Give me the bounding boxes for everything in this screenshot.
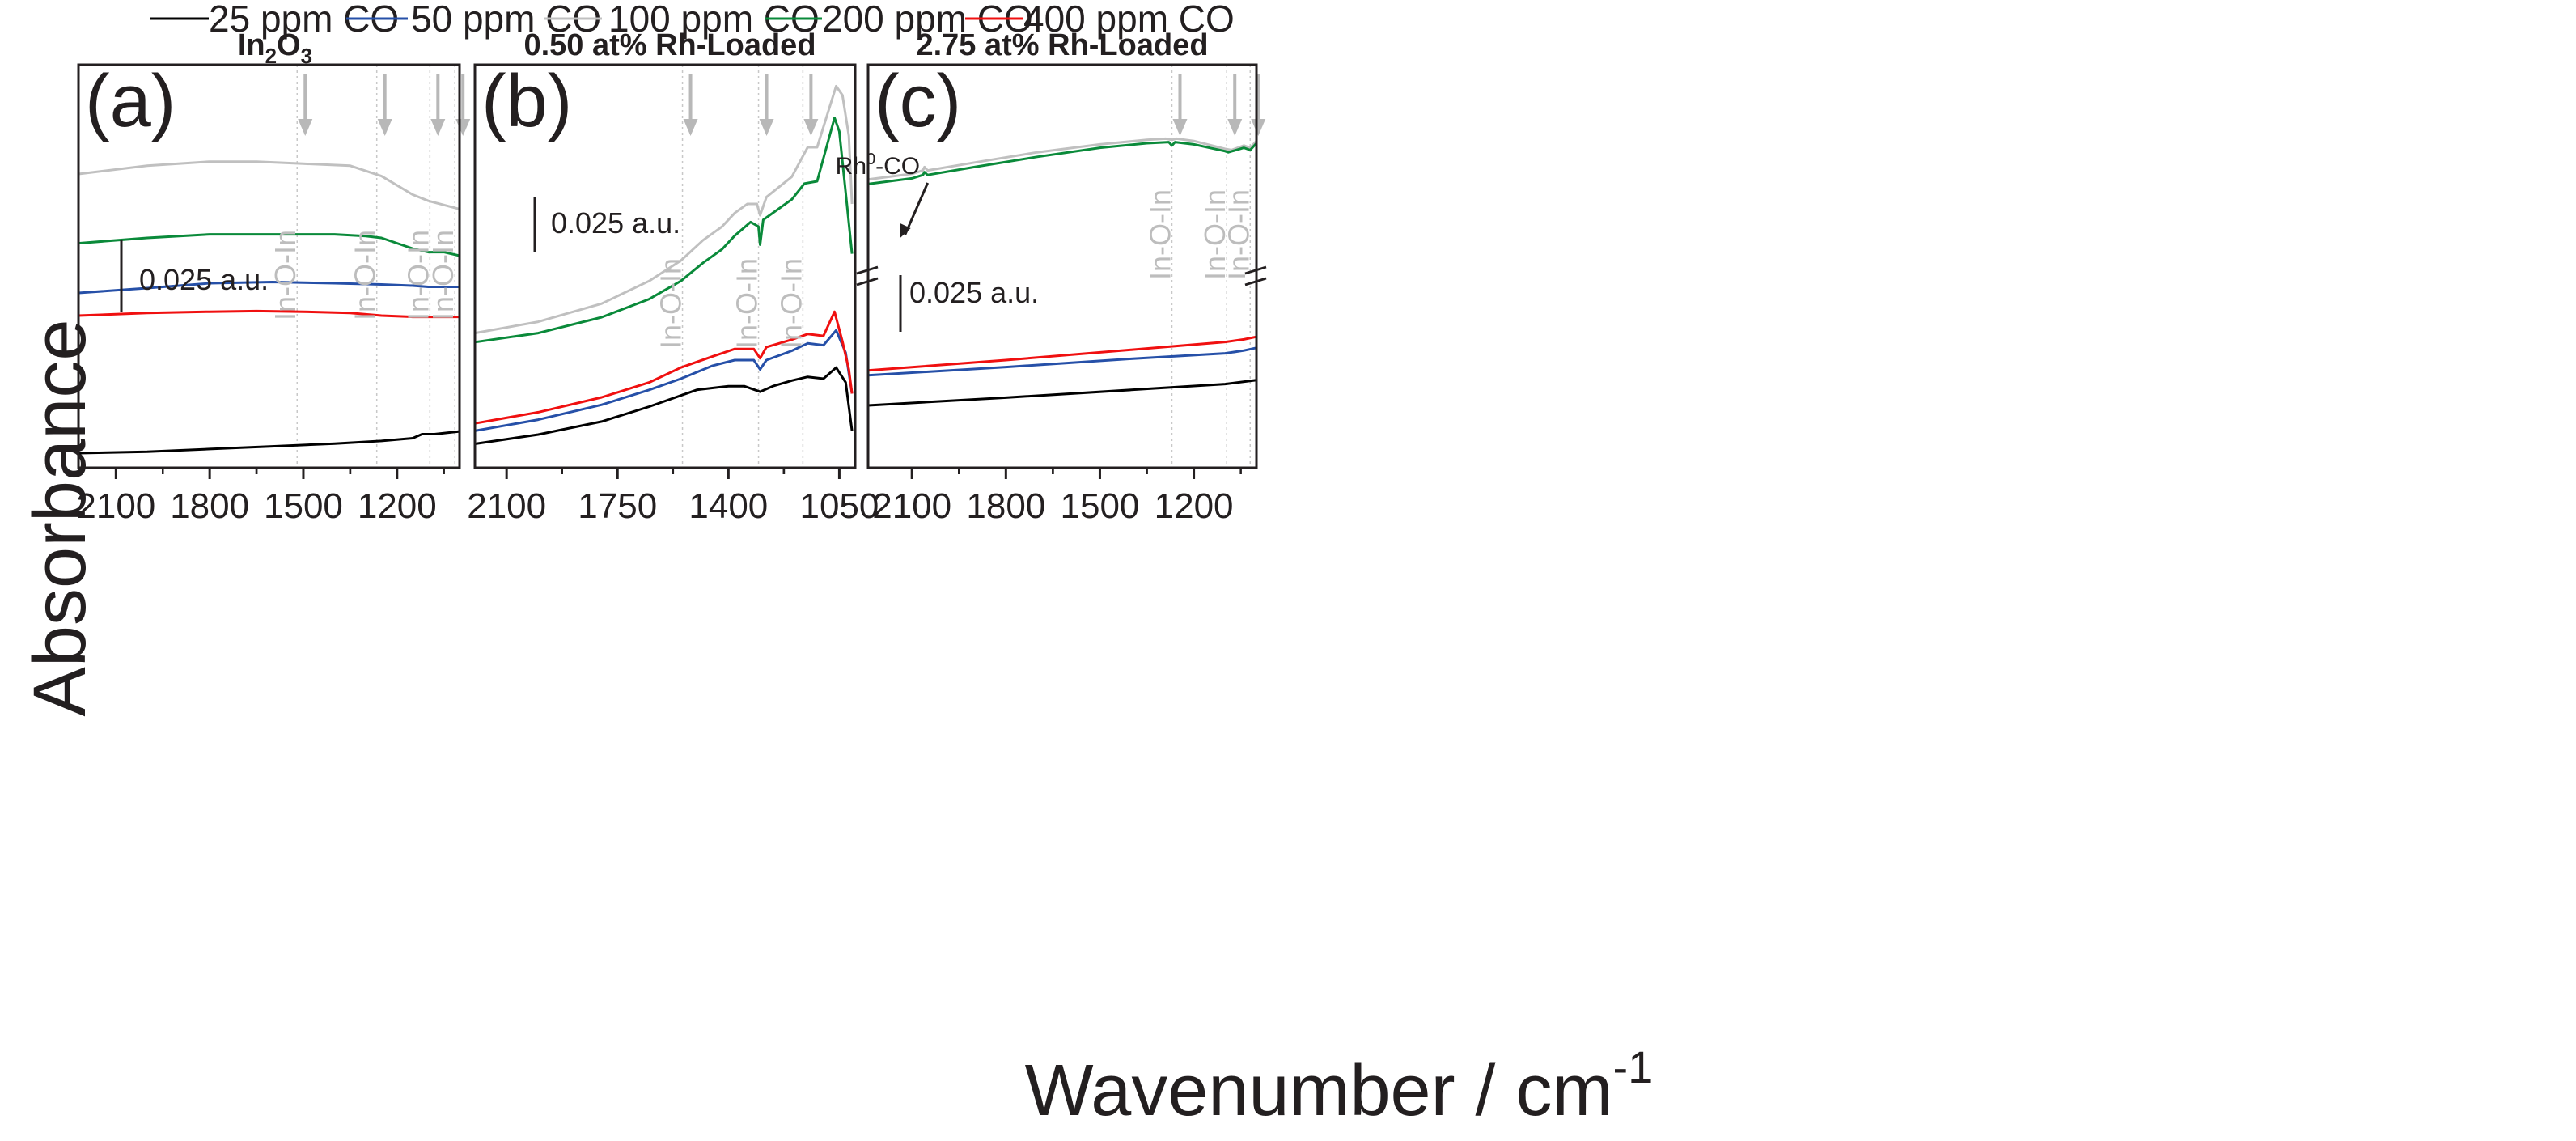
plot-frame xyxy=(866,63,1258,469)
scale-bar: 0.025 a.u. xyxy=(120,240,269,312)
panel-title-text: In xyxy=(238,28,265,62)
x-tick-label: 1750 xyxy=(578,486,657,526)
panel-label: (a) xyxy=(85,60,176,142)
x-tick-label: 1200 xyxy=(1155,486,1234,526)
scale-bar-label: 0.025 a.u. xyxy=(909,276,1039,309)
x-tick-label: 2100 xyxy=(872,486,951,526)
series-line xyxy=(78,160,460,210)
panel-title: 2.75 at% Rh-Loaded xyxy=(916,28,1208,62)
band-label: In-O-In xyxy=(401,230,434,320)
scale-bar-label: 0.025 a.u. xyxy=(551,206,680,240)
panel-title-text: 2.75 at% Rh-Loaded xyxy=(916,28,1208,62)
band-label: In-O-In xyxy=(1222,189,1255,280)
annotation-label: Rh0-CO xyxy=(836,151,920,180)
y-axis-label: Absorbance xyxy=(19,320,101,717)
band-arrow xyxy=(803,74,819,136)
band-label: In-O-In xyxy=(1198,189,1231,280)
annotation-text: -CO xyxy=(875,153,920,180)
band-label: In-O-In xyxy=(1143,189,1176,280)
panel-title-subscript: 2 xyxy=(265,44,277,68)
x-tick-label: 1800 xyxy=(170,486,249,526)
band-arrow-head xyxy=(683,119,698,136)
legend: 25 ppm CO 50 ppm CO 100 ppm CO 200 ppm CO40… xyxy=(150,0,1235,40)
annotation-arrow xyxy=(904,182,930,235)
panel-b: In-O-In In-O-In In-O-In 2100 1750 1400 1050 0.0… xyxy=(467,28,879,526)
x-tick-label: 1500 xyxy=(264,486,343,526)
plot-frame xyxy=(473,63,857,469)
band-arrow-head xyxy=(803,119,819,136)
annotation-superscript: 0 xyxy=(866,151,875,168)
band-arrow-head xyxy=(759,119,774,136)
band-arrow-head xyxy=(1251,119,1266,136)
series-line xyxy=(78,281,460,295)
series-line xyxy=(867,379,1257,407)
panel-title-text: 0.50 at% Rh-Loaded xyxy=(523,28,816,62)
band-arrow-head xyxy=(1172,119,1188,136)
panel-label: (b) xyxy=(481,60,572,142)
band-arrow xyxy=(683,74,698,136)
series-line xyxy=(867,346,1257,377)
band-label: In-O-In xyxy=(349,230,382,320)
band-arrow xyxy=(759,74,774,136)
scale-bar: 0.025 a.u. xyxy=(899,275,1039,332)
band-arrow-head xyxy=(298,119,313,136)
band-arrow xyxy=(455,74,471,136)
band-label: In-O-In xyxy=(655,258,688,349)
band-arrow xyxy=(430,74,446,136)
x-axis-label-text: Wavenumber / cm xyxy=(1025,1050,1613,1131)
band-label: In-O-In xyxy=(426,230,460,320)
series-line xyxy=(78,430,460,455)
band-arrow-head xyxy=(1227,119,1243,136)
series-line xyxy=(474,84,854,335)
band-arrow xyxy=(1251,74,1266,136)
series-line xyxy=(474,329,854,432)
band-arrow xyxy=(298,74,313,136)
panel-title-text: O xyxy=(277,28,301,62)
band-label: In-O-In xyxy=(774,258,807,349)
legend-item: 400 ppm CO xyxy=(965,0,1235,40)
series-line xyxy=(867,141,1258,185)
x-tick-label: 2100 xyxy=(467,486,546,526)
panel-title: In2O3 xyxy=(238,28,312,68)
series-line xyxy=(474,310,854,425)
band-arrow-head xyxy=(455,119,471,136)
plot-frame xyxy=(77,63,461,469)
x-axis-label-superscript: -1 xyxy=(1613,1041,1654,1092)
band-label: In-O-In xyxy=(269,230,302,320)
band-arrow-head xyxy=(377,119,392,136)
x-tick-label: 2100 xyxy=(76,486,155,526)
band-arrow xyxy=(377,74,392,136)
x-tick-label: 1800 xyxy=(966,486,1045,526)
series-line xyxy=(867,137,1258,181)
legend-label: 400 ppm CO xyxy=(1023,0,1235,40)
band-arrow xyxy=(1172,74,1188,136)
panel-title: 0.50 at% Rh-Loaded xyxy=(523,28,816,62)
x-tick-label: 1400 xyxy=(688,486,768,526)
annotation: Rh0-CO xyxy=(836,151,930,238)
series-line xyxy=(78,309,460,319)
annotation-text: Rh xyxy=(836,153,866,180)
series-line xyxy=(474,117,854,344)
band-label: In-O-In xyxy=(731,258,764,349)
x-tick-label: 1050 xyxy=(799,486,879,526)
band-arrow xyxy=(1227,74,1243,136)
series-line xyxy=(78,233,460,257)
scale-bar: 0.025 a.u. xyxy=(533,197,680,252)
scale-bar-label: 0.025 a.u. xyxy=(139,263,269,296)
band-arrow-head xyxy=(430,119,446,136)
x-axis-label: Wavenumber / cm-1 xyxy=(1025,1041,1654,1131)
x-tick-label: 1500 xyxy=(1061,486,1140,526)
series-line xyxy=(867,335,1257,372)
annotation-arrowhead xyxy=(900,223,911,238)
panel-label: (c) xyxy=(875,60,961,142)
panel-title-subscript: 3 xyxy=(301,44,312,68)
series-line xyxy=(474,366,854,445)
x-tick-label: 1200 xyxy=(358,486,437,526)
